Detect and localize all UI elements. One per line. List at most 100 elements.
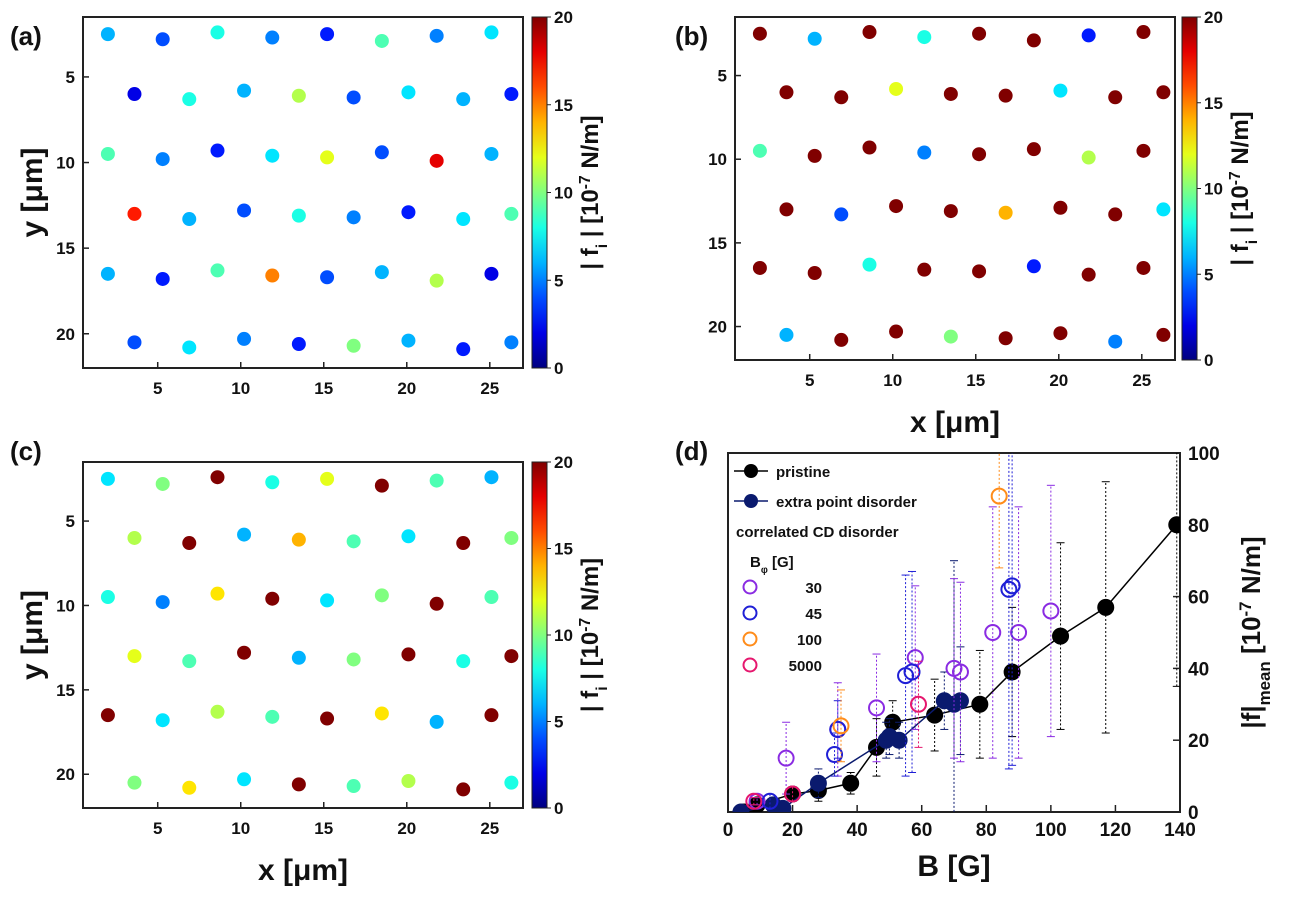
vortex-dot — [834, 332, 849, 347]
legend-title: Bφ [G] — [750, 554, 794, 576]
vortex-dot — [100, 708, 115, 723]
x-tick-label: 15 — [314, 819, 333, 838]
vortex-dot — [182, 340, 197, 355]
vortex-dot — [1108, 90, 1123, 105]
vortex-dot — [127, 206, 142, 221]
x-tick-label: 5 — [153, 379, 162, 398]
panel-label: (a) — [10, 21, 42, 51]
y-tick-label: 100 — [1188, 444, 1220, 465]
vortex-dot — [291, 337, 306, 352]
data-point — [1003, 577, 1021, 595]
vortex-dot — [237, 645, 252, 660]
vortex-dot — [807, 265, 822, 280]
label-part: i — [1244, 240, 1261, 244]
vortex-dot — [100, 471, 115, 486]
x-tick-label: 15 — [966, 371, 985, 390]
label-part: i — [594, 686, 611, 690]
y-tick-label: 15 — [708, 234, 727, 253]
vortex-dot — [504, 206, 519, 221]
x-tick-label: 80 — [976, 820, 997, 841]
y-tick-label: 10 — [56, 596, 75, 615]
vortex-dot — [504, 649, 519, 664]
vortex-dot — [1053, 83, 1068, 98]
vortex-dot — [182, 536, 197, 551]
legend-label: 30 — [805, 580, 822, 597]
vortex-dot — [237, 331, 252, 346]
x-tick-label: 120 — [1100, 820, 1132, 841]
vortex-dot — [320, 711, 335, 726]
legend-marker — [744, 464, 758, 478]
vortex-dot — [291, 777, 306, 792]
vortex-dot — [862, 25, 877, 40]
vortex-dot — [155, 595, 170, 610]
label-part: | [10 — [577, 632, 604, 687]
label-part: N/m] — [1227, 111, 1254, 171]
vortex-dot — [752, 260, 767, 275]
legend-label: extra point disorder — [776, 494, 917, 511]
vortex-dot — [346, 779, 361, 794]
legend-marker — [742, 631, 758, 647]
x-tick-label: 100 — [1035, 820, 1067, 841]
vortex-dot — [374, 478, 389, 493]
vortex-dot — [429, 273, 444, 288]
vortex-dot — [265, 591, 280, 606]
vortex-dot — [834, 90, 849, 105]
vortex-dot — [100, 146, 115, 161]
data-point — [1097, 598, 1115, 616]
y-tick-label: 20 — [1188, 731, 1209, 752]
y-tick-label: 5 — [718, 67, 727, 86]
vortex-dot — [320, 471, 335, 486]
vortex-dot — [374, 33, 389, 48]
vortex-dot — [127, 775, 142, 790]
colorbar-tick-label: 5 — [554, 713, 563, 732]
label-part: | f — [1227, 243, 1254, 265]
y-axis-label: y [μm] — [16, 147, 49, 237]
x-tick-label: 0 — [723, 820, 734, 841]
y-tick-label: 80 — [1188, 516, 1209, 537]
label-part: φ — [761, 565, 768, 576]
vortex-dot — [265, 30, 280, 45]
vortex-dot — [210, 704, 225, 719]
plot-area — [732, 453, 1180, 812]
vortex-dot — [1156, 202, 1171, 217]
vortex-dot — [320, 150, 335, 165]
data-point — [971, 695, 989, 713]
x-tick-label: 20 — [1049, 371, 1068, 390]
vortex-dot — [291, 650, 306, 665]
vortex-dot — [100, 27, 115, 42]
y-tick-label: 0 — [1188, 803, 1199, 824]
vortex-dot — [456, 654, 471, 669]
legend-label: 100 — [797, 632, 822, 649]
y-tick-label: 5 — [66, 68, 75, 87]
data-point — [832, 717, 850, 735]
vortex-dot — [807, 148, 822, 163]
x-tick-label: 5 — [153, 819, 162, 838]
data-point — [809, 774, 827, 792]
legend-label: pristine — [776, 464, 830, 481]
vortex-dot — [291, 208, 306, 223]
colorbar-tick-label: 15 — [1204, 94, 1223, 113]
vortex-dot — [972, 147, 987, 162]
vortex-dot — [504, 87, 519, 102]
data-point — [1000, 580, 1018, 598]
vortex-dot — [1136, 25, 1151, 40]
colorbar — [531, 461, 548, 809]
vortex-dot — [210, 263, 225, 278]
vortex-dot — [484, 266, 499, 281]
vortex-dot — [155, 271, 170, 286]
y-tick-label: 10 — [56, 154, 75, 173]
vortex-dot — [456, 342, 471, 357]
x-tick-label: 15 — [314, 379, 333, 398]
legend-label: 45 — [805, 606, 822, 623]
y-tick-label: 15 — [56, 239, 75, 258]
vortex-dot — [484, 470, 499, 485]
vortex-dot — [401, 333, 416, 348]
colorbar-label: | fi | [10-7 N/m] — [577, 558, 611, 712]
vortex-dot — [265, 709, 280, 724]
vortex-dot — [182, 654, 197, 669]
vortex-dot — [1081, 267, 1096, 282]
label-part: N/m] — [1236, 536, 1266, 601]
vortex-dot — [943, 329, 958, 344]
x-tick-label: 140 — [1164, 820, 1196, 841]
vortex-dot — [917, 145, 932, 160]
